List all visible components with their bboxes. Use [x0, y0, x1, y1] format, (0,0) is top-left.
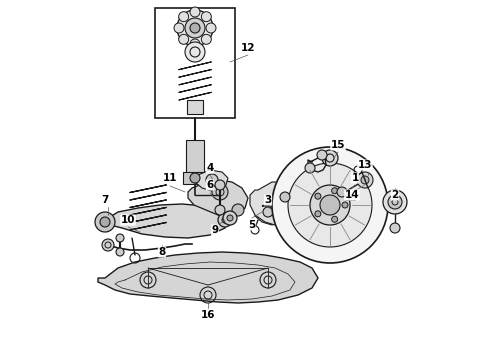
Circle shape — [190, 39, 200, 49]
Bar — [186, 140, 204, 175]
Text: 8: 8 — [158, 247, 166, 257]
Circle shape — [390, 223, 400, 233]
Circle shape — [357, 172, 373, 188]
Text: 2: 2 — [392, 190, 399, 200]
Bar — [187, 100, 203, 114]
Circle shape — [227, 215, 233, 221]
Circle shape — [185, 18, 205, 38]
Circle shape — [185, 42, 205, 62]
Text: 15: 15 — [331, 140, 345, 150]
Circle shape — [317, 150, 327, 160]
Circle shape — [206, 174, 218, 186]
Text: 5: 5 — [248, 220, 256, 230]
Polygon shape — [98, 252, 318, 303]
Circle shape — [174, 23, 184, 33]
Text: 10: 10 — [121, 215, 135, 225]
Circle shape — [388, 195, 402, 209]
Circle shape — [361, 176, 369, 184]
Circle shape — [320, 195, 340, 215]
Circle shape — [95, 212, 115, 232]
Text: 7: 7 — [101, 195, 109, 205]
Circle shape — [215, 180, 225, 190]
Circle shape — [179, 12, 189, 22]
Circle shape — [116, 234, 124, 242]
Circle shape — [272, 147, 388, 263]
Circle shape — [332, 188, 338, 194]
Text: 1: 1 — [351, 173, 359, 183]
Circle shape — [310, 185, 350, 225]
Circle shape — [201, 12, 211, 22]
Polygon shape — [255, 205, 285, 225]
Circle shape — [201, 34, 211, 44]
Circle shape — [179, 34, 189, 44]
Polygon shape — [188, 180, 248, 218]
Circle shape — [315, 193, 321, 199]
Circle shape — [102, 239, 114, 251]
Circle shape — [383, 190, 407, 214]
Circle shape — [337, 187, 347, 197]
Circle shape — [332, 216, 338, 222]
Circle shape — [215, 205, 225, 215]
Circle shape — [288, 163, 372, 247]
Circle shape — [190, 7, 200, 17]
Text: 6: 6 — [206, 180, 214, 190]
Polygon shape — [262, 183, 348, 206]
Bar — [183, 172, 207, 184]
Circle shape — [315, 211, 321, 217]
Text: 14: 14 — [344, 190, 359, 200]
Circle shape — [232, 204, 244, 216]
Text: 3: 3 — [265, 195, 271, 205]
Text: 9: 9 — [212, 225, 219, 235]
Circle shape — [223, 211, 237, 225]
Circle shape — [322, 150, 338, 166]
Text: 13: 13 — [358, 160, 372, 170]
Circle shape — [263, 207, 273, 217]
Polygon shape — [250, 182, 295, 225]
Circle shape — [177, 10, 213, 46]
Circle shape — [218, 213, 232, 227]
Text: 16: 16 — [201, 310, 215, 320]
Circle shape — [212, 184, 228, 200]
Polygon shape — [100, 204, 228, 238]
Text: 11: 11 — [163, 173, 177, 183]
Text: 4: 4 — [206, 163, 214, 173]
Text: 12: 12 — [241, 43, 255, 53]
Bar — [155, 8, 235, 118]
Circle shape — [116, 248, 124, 256]
Circle shape — [280, 192, 290, 202]
Circle shape — [100, 217, 110, 227]
Circle shape — [305, 163, 315, 173]
Circle shape — [190, 23, 200, 33]
Polygon shape — [194, 170, 228, 192]
Circle shape — [206, 23, 216, 33]
Circle shape — [190, 173, 200, 183]
Circle shape — [342, 202, 348, 208]
